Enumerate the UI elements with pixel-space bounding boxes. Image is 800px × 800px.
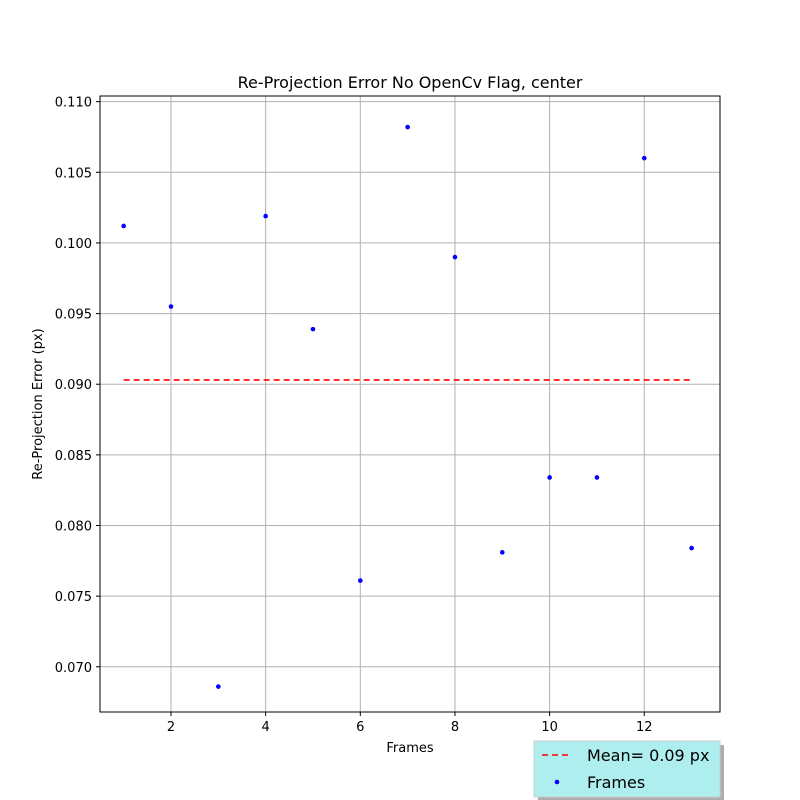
frame-point <box>121 223 126 229</box>
chart-title: Re-Projection Error No OpenCv Flag, cent… <box>238 73 583 92</box>
legend-mean-label: Mean= 0.09 px <box>587 746 709 765</box>
frame-point <box>405 124 410 130</box>
x-tick-label: 2 <box>167 720 175 735</box>
frame-point <box>594 475 600 480</box>
y-tick-label: 0.090 <box>55 378 92 393</box>
x-tick-label: 8 <box>451 720 459 735</box>
frame-point <box>499 550 505 555</box>
y-tick-label: 0.070 <box>55 661 92 676</box>
frame-point <box>168 304 174 309</box>
frame-point <box>263 213 268 219</box>
x-axis-label: Frames <box>386 741 434 756</box>
y-tick-label: 0.085 <box>55 449 92 464</box>
x-axis-ticks: 2 4 6 8 10 12 <box>167 712 653 735</box>
legend-frames-label: Frames <box>587 773 645 792</box>
y-axis-label: Re-Projection Error (px) <box>31 328 46 479</box>
frame-point <box>452 254 458 260</box>
frame-point <box>547 475 552 480</box>
y-axis-ticks: 0.070 0.075 0.080 0.085 0.090 0.095 0.100 0.105… <box>55 96 100 676</box>
x-tick-label: 10 <box>541 720 558 735</box>
legend-frames-swatch <box>554 779 560 785</box>
x-tick-label: 12 <box>636 720 653 735</box>
x-tick-label: 6 <box>356 720 364 735</box>
y-tick-label: 0.080 <box>55 520 92 535</box>
y-tick-label: 0.100 <box>55 237 92 252</box>
frame-point <box>641 155 647 161</box>
y-tick-label: 0.095 <box>55 308 92 323</box>
frame-point <box>358 578 363 583</box>
frame-point <box>216 684 221 689</box>
legend-box <box>533 740 721 798</box>
y-tick-label: 0.105 <box>55 166 92 181</box>
y-tick-label: 0.110 <box>55 96 92 111</box>
y-tick-label: 0.075 <box>55 590 92 605</box>
x-tick-label: 4 <box>262 720 270 735</box>
frame-point <box>689 545 694 551</box>
plot-frame <box>99 95 721 713</box>
frame-point <box>310 326 316 332</box>
scatter-points <box>121 124 694 689</box>
grid <box>100 96 720 712</box>
legend: Mean= 0.09 px Frames <box>533 740 724 800</box>
